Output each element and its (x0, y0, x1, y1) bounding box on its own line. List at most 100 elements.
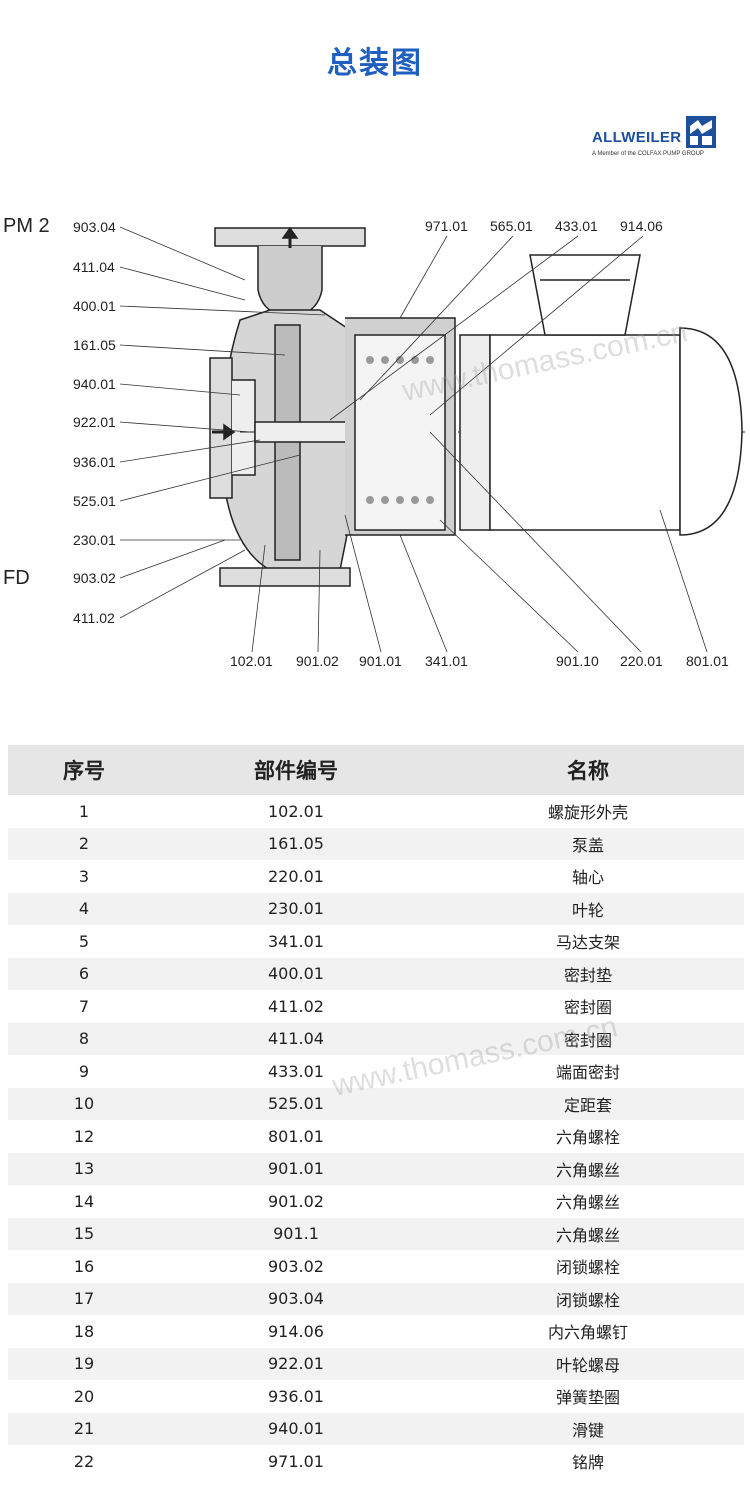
table-header-row: 序号 部件编号 名称 (8, 745, 744, 795)
table-row: 19 922.01 叶轮螺母 (8, 1347, 744, 1380)
callout: 801.01 (686, 653, 729, 669)
cell-index: 15 (8, 1217, 160, 1250)
table-row: 7 411.02 密封圈 (8, 990, 744, 1023)
callout: 901.01 (359, 653, 402, 669)
cell-part-number: 901.1 (160, 1217, 432, 1250)
callout: 525.01 (73, 493, 116, 509)
cell-part-number: 230.01 (160, 892, 432, 925)
callout: 971.01 (425, 218, 468, 234)
table-row: 20 936.01 弹簧垫圈 (8, 1380, 744, 1413)
table-row: 10 525.01 定距套 (8, 1087, 744, 1120)
cell-index: 18 (73, 1321, 95, 1341)
cell-part-number: 901.02 (268, 1191, 324, 1211)
cell-name: 铭牌 (571, 1453, 604, 1473)
cell-part-number: 936.01 (268, 1386, 324, 1406)
cell-name: 闭锁螺栓 (432, 1282, 744, 1315)
table-row: 9 433.01 端面密封 (8, 1055, 744, 1088)
callout: 901.10 (556, 653, 599, 669)
table-row: 4 230.01 叶轮 (8, 892, 744, 925)
cell-name: 轴心 (571, 868, 604, 888)
table-row: 21 940.01 滑键 (8, 1412, 744, 1445)
cell-index: 19 (8, 1347, 160, 1380)
callout: 565.01 (490, 218, 533, 234)
cell-name: 叶轮螺母 (432, 1347, 744, 1380)
cell-index: 21 (8, 1412, 160, 1445)
callout: 901.02 (296, 653, 339, 669)
cell-part-number: 525.01 (160, 1087, 432, 1120)
cell-name: 六角螺栓 (555, 1128, 620, 1148)
cell-name: 螺旋形外壳 (547, 803, 628, 823)
cell-name: 内六角螺钉 (547, 1323, 628, 1343)
cell-index: 16 (73, 1256, 95, 1276)
table-row: 14 901.02 六角螺丝 (8, 1185, 744, 1218)
cell-name: 定距套 (432, 1087, 744, 1120)
cell-name: 端面密封 (555, 1063, 620, 1083)
page-title: 总装图 (327, 46, 423, 81)
callout: 400.01 (73, 298, 116, 314)
cell-part-number: 903.02 (268, 1256, 324, 1276)
cell-part-number: 411.02 (268, 996, 324, 1016)
cell-part-number: 433.01 (268, 1061, 324, 1081)
table-row: 8 411.04 密封圈 (8, 1022, 744, 1055)
logo-name: ALLWEILER (592, 129, 682, 146)
header-name: 名称 (432, 745, 744, 795)
cell-name: 六角螺丝 (555, 1193, 620, 1213)
fd-label: FD (3, 567, 30, 589)
table-row: 18 914.06 内六角螺钉 (8, 1315, 744, 1348)
cell-part-number: 220.01 (268, 866, 324, 886)
callout: 940.01 (73, 376, 116, 392)
logo-tagline: A Member of the COLFAX PUMP GROUP (592, 151, 704, 157)
cell-index: 6 (8, 957, 160, 990)
cell-part-number: 411.04 (160, 1022, 432, 1055)
cell-name: 六角螺丝 (432, 1217, 744, 1250)
callout: 220.01 (620, 653, 663, 669)
cell-index: 12 (73, 1126, 95, 1146)
cell-part-number: 400.01 (160, 957, 432, 990)
table-row: 16 903.02 闭锁螺栓 (8, 1250, 744, 1283)
cell-name: 弹簧垫圈 (555, 1388, 620, 1408)
cell-index: 5 (78, 931, 90, 951)
callout: 433.01 (555, 218, 598, 234)
table-row: 17 903.04 闭锁螺栓 (8, 1282, 744, 1315)
callout: 411.04 (73, 259, 115, 275)
cell-part-number: 971.01 (268, 1451, 324, 1471)
callout: 922.01 (73, 414, 116, 430)
cell-name: 密封圈 (432, 1022, 744, 1055)
callout: 411.02 (73, 610, 115, 626)
cell-part-number: 102.01 (268, 801, 324, 821)
cell-part-number: 801.01 (268, 1126, 324, 1146)
cell-index: 4 (8, 892, 160, 925)
callout: 903.02 (73, 570, 116, 586)
table-row: 3 220.01 轴心 (8, 860, 744, 893)
callout: 914.06 (620, 218, 663, 234)
table-row: 6 400.01 密封垫 (8, 957, 744, 990)
cell-part-number: 161.05 (160, 827, 432, 860)
pump-assembly-diagram: PM 2 FD 903.04 411.04 400.01 161.05 940.… (0, 200, 750, 690)
cell-index: 22 (73, 1451, 95, 1471)
cell-name: 叶轮 (432, 892, 744, 925)
pump-drawing (119, 226, 745, 653)
header-part-number: 部件编号 (160, 745, 432, 795)
parts-table: 序号 部件编号 名称 1 102.01 螺旋形外壳 2 161.05 泵盖 3 220.01 轴… (8, 745, 744, 1478)
table-row: 22 971.01 铭牌 (8, 1445, 744, 1478)
cell-part-number: 940.01 (160, 1412, 432, 1445)
table-row: 13 901.01 六角螺丝 (8, 1152, 744, 1185)
table-row: 5 341.01 马达支架 (8, 925, 744, 958)
cell-name: 滑键 (432, 1412, 744, 1445)
cell-index: 8 (8, 1022, 160, 1055)
cell-name: 泵盖 (432, 827, 744, 860)
cell-index: 17 (8, 1282, 160, 1315)
allweiler-logo: ALLWEILER A Member of the COLFAX PUMP GR… (590, 116, 750, 166)
callout: 230.01 (73, 532, 116, 548)
cell-index: 2 (8, 827, 160, 860)
cell-part-number: 914.06 (268, 1321, 324, 1341)
cell-index: 1 (78, 801, 90, 821)
cell-index: 3 (78, 866, 90, 886)
callout: 936.01 (73, 454, 116, 470)
cell-index: 7 (78, 996, 90, 1016)
logo-mark-icon (686, 116, 716, 148)
cell-part-number: 901.01 (160, 1152, 432, 1185)
cell-name: 密封圈 (563, 998, 612, 1018)
cell-name: 闭锁螺栓 (555, 1258, 620, 1278)
cell-part-number: 922.01 (160, 1347, 432, 1380)
